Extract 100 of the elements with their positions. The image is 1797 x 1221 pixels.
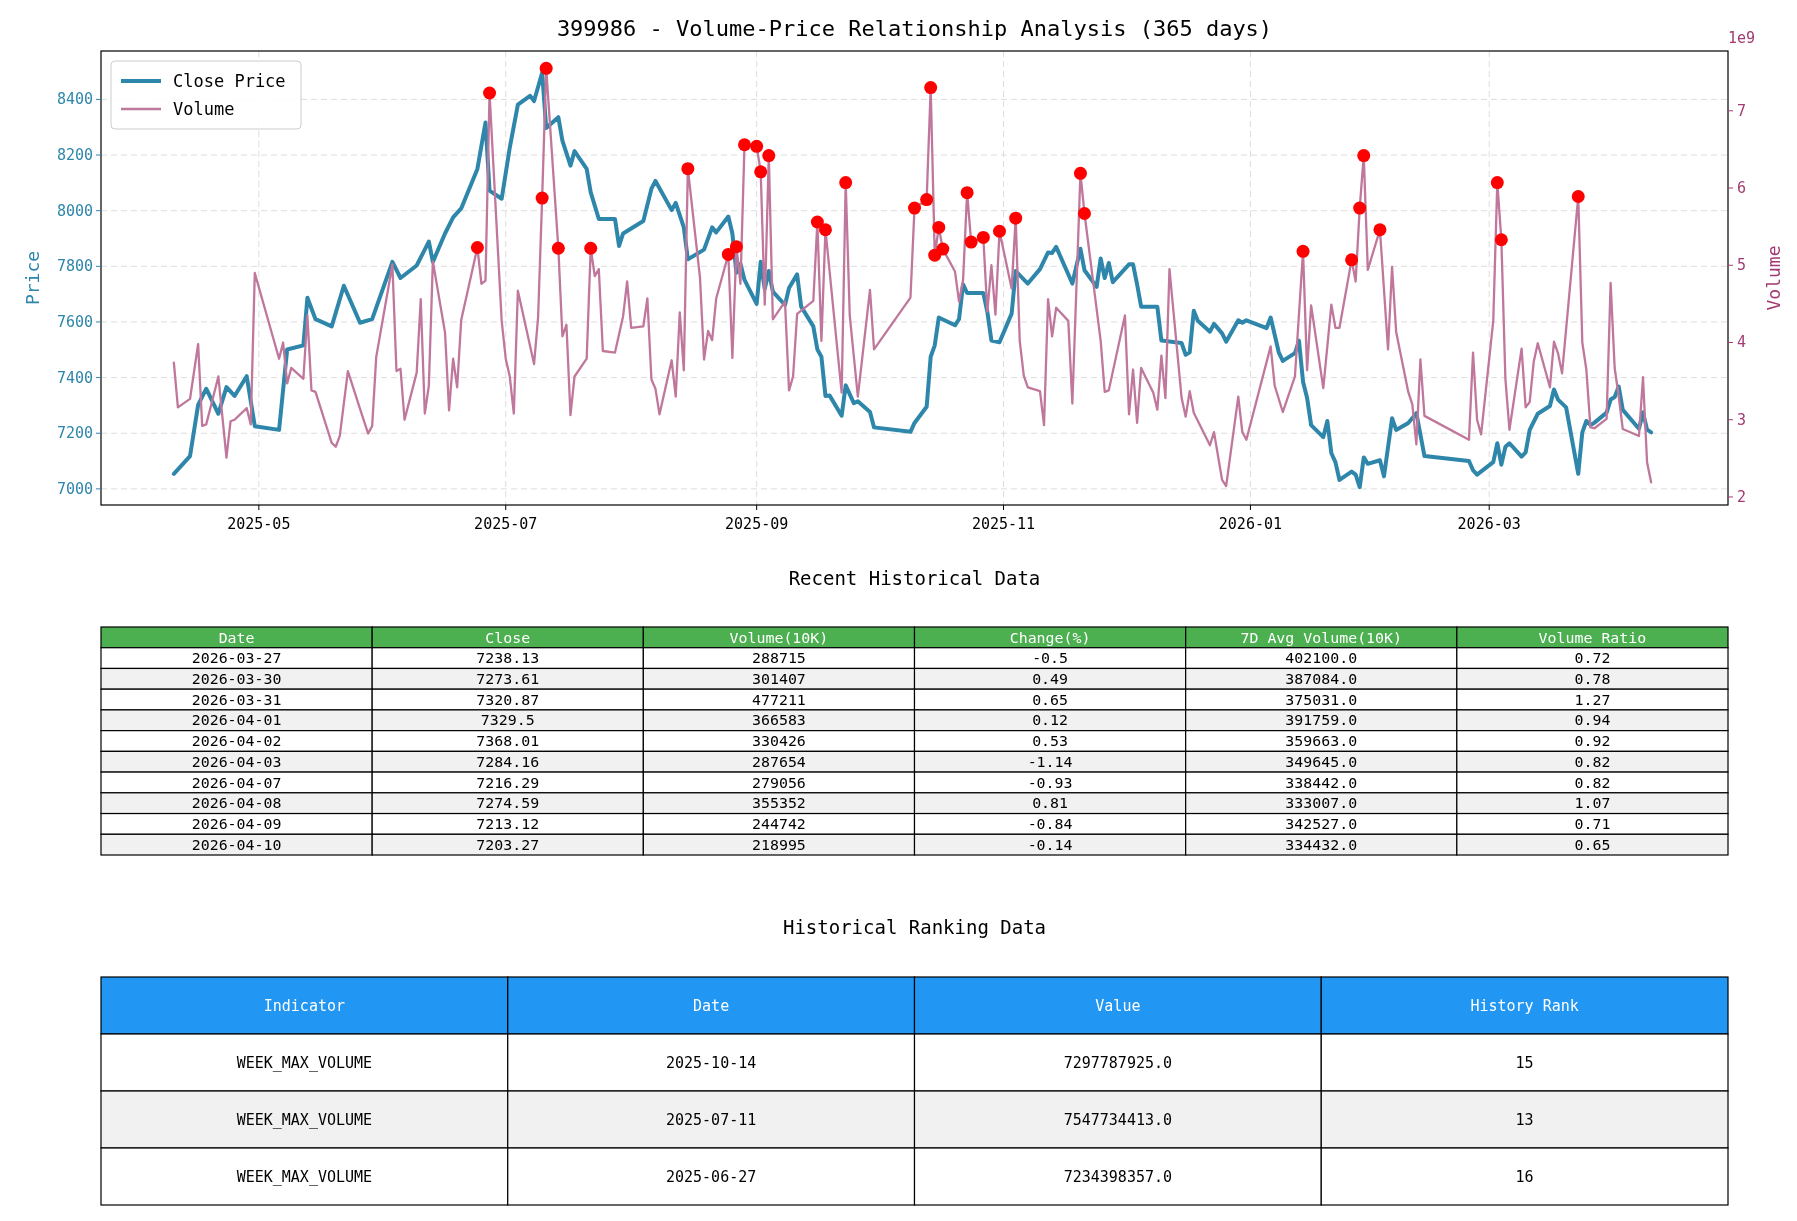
text: 402100.0 [1285, 649, 1358, 668]
legend-label: Close Price [173, 71, 286, 91]
text: Recent Historical Data [788, 567, 1041, 589]
category-label: 7D Avg Volume(10K) [1240, 628, 1403, 647]
point [810, 215, 824, 229]
y-tick-label: 7000 [56, 479, 93, 498]
text: 218995 [751, 835, 806, 854]
point [932, 220, 946, 234]
category-label: Volume(10K) [729, 628, 829, 647]
y2-axis-title: Volume [1763, 245, 1784, 311]
category-label: Volume Ratio [1538, 628, 1647, 647]
text: 0.72 [1574, 649, 1611, 668]
point [1571, 190, 1585, 204]
text: 0.78 [1574, 670, 1611, 689]
point [539, 61, 553, 75]
point [738, 138, 752, 152]
text: WEEK_MAX_VOLUME [236, 1110, 373, 1129]
text: 288715 [751, 649, 806, 668]
text: 7274.59 [476, 794, 540, 813]
text: 16 [1515, 1167, 1534, 1186]
text: 342527.0 [1285, 815, 1358, 834]
y-tick-label: 7600 [56, 312, 93, 331]
y-tick-label: 8200 [56, 146, 93, 165]
text: 0.65 [1574, 835, 1611, 854]
text: 7213.12 [476, 815, 540, 834]
y2-tick-label: 5 [1737, 256, 1747, 275]
text: 0.49 [1032, 670, 1069, 689]
x-tick-label: 2025-09 [725, 515, 789, 533]
category-label: Close [485, 628, 531, 647]
category-label: Date [693, 996, 730, 1015]
text: 0.82 [1574, 773, 1611, 792]
text: Historical Ranking Data [782, 916, 1047, 938]
y-tick-label: 7200 [56, 424, 93, 443]
point [936, 242, 950, 256]
text: 477211 [751, 690, 806, 709]
category-label: History Rank [1470, 996, 1579, 1015]
point [754, 165, 768, 179]
text: 7329.5 [480, 711, 535, 730]
text: -1.14 [1027, 752, 1073, 771]
text: 2025-07-11 [665, 1110, 757, 1129]
text: 2026-04-03 [191, 752, 282, 771]
text: 2026-04-09 [191, 815, 282, 834]
text: 333007.0 [1285, 794, 1358, 813]
y-tick-label: 8400 [56, 90, 93, 109]
text: 359663.0 [1285, 732, 1358, 751]
text: 0.53 [1032, 732, 1069, 751]
text: -0.84 [1027, 815, 1073, 834]
point [1296, 244, 1310, 258]
category-label: Value [1095, 996, 1141, 1015]
point [535, 191, 549, 205]
text: 2026-04-10 [191, 835, 282, 854]
text: 387084.0 [1285, 670, 1358, 689]
text: 2026-04-02 [191, 732, 282, 751]
text: 355352 [751, 794, 806, 813]
y2-tick-label: 2 [1737, 487, 1747, 506]
point [1490, 176, 1504, 190]
point [750, 139, 764, 153]
point [920, 193, 934, 207]
y-tick-label: 7800 [56, 257, 93, 276]
y-axis-title: Price [22, 250, 43, 306]
point [839, 176, 853, 190]
text: 2026-03-31 [191, 690, 282, 709]
text: 2026-03-27 [191, 649, 282, 668]
text: 7203.27 [476, 835, 540, 854]
text: 1e9 [1728, 29, 1756, 47]
point [1494, 233, 1508, 247]
text: 2026-04-07 [191, 773, 282, 792]
point [1353, 201, 1367, 215]
y2-tick-label: 6 [1737, 179, 1747, 198]
point [976, 230, 990, 244]
y2-tick-label: 3 [1737, 410, 1747, 429]
text: 7297787925.0 [1063, 1053, 1173, 1072]
text: 349645.0 [1285, 752, 1358, 771]
point [924, 81, 938, 95]
text: 0.71 [1574, 815, 1611, 834]
text: 366583 [751, 711, 806, 730]
text: -0.5 [1032, 649, 1069, 668]
category-label: Date [218, 628, 255, 647]
point [1009, 211, 1023, 225]
point [908, 201, 921, 215]
point [470, 240, 484, 254]
text: 391759.0 [1285, 711, 1358, 730]
text: 330426 [751, 732, 806, 751]
x-tick-label: 2026-01 [1218, 515, 1283, 533]
text: 1.27 [1574, 690, 1611, 709]
text: 244742 [751, 815, 806, 834]
point [964, 235, 978, 249]
text: 2025-06-27 [665, 1167, 757, 1186]
text: 375031.0 [1285, 690, 1358, 709]
text: 338442.0 [1285, 773, 1358, 792]
text: 2026-04-08 [191, 794, 282, 813]
text: 7238.13 [476, 649, 540, 668]
point [818, 223, 832, 237]
text: 7273.61 [476, 670, 540, 689]
legend-label: Volume [173, 99, 235, 119]
category-label: Change(%) [1009, 628, 1091, 647]
text: -0.14 [1027, 835, 1073, 854]
point [960, 186, 974, 200]
x-tick-label: 2025-07 [474, 515, 538, 533]
text: -0.93 [1027, 773, 1073, 792]
